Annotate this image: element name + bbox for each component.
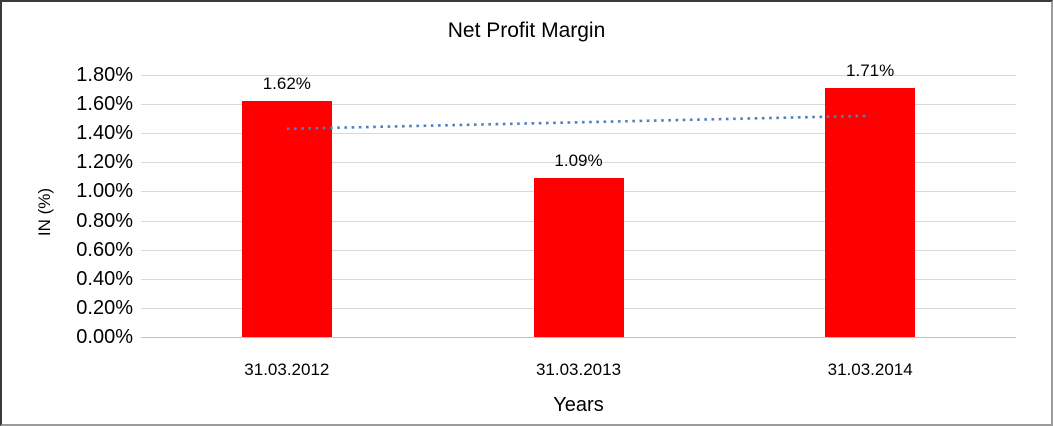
gridline xyxy=(141,162,1016,164)
y-tick-label: 1.40% xyxy=(76,122,133,145)
bar-1 xyxy=(533,178,624,337)
bar-value-label: 1.62% xyxy=(262,74,311,94)
bar-2 xyxy=(825,88,916,337)
gridline xyxy=(141,75,1016,76)
gridline xyxy=(141,133,1016,135)
y-tick-label: 1.00% xyxy=(76,180,133,203)
y-tick-label: 0.20% xyxy=(76,296,133,319)
bar-value-label: 1.71% xyxy=(846,61,895,81)
y-tick-label: 1.80% xyxy=(76,64,133,86)
bar-0 xyxy=(241,101,332,337)
x-axis-line xyxy=(141,337,1016,338)
gridline xyxy=(141,104,1016,106)
bar-value-label: 1.09% xyxy=(554,151,603,171)
y-tick-label: 0.00% xyxy=(76,326,133,348)
plot-area xyxy=(141,75,1016,338)
y-tick-label: 1.20% xyxy=(76,151,133,174)
y-tick-label: 0.80% xyxy=(76,209,133,232)
x-tick-label: 31.03.2014 xyxy=(827,360,913,379)
y-tick-label: 0.60% xyxy=(76,238,133,261)
x-tick-label: 31.03.2012 xyxy=(244,360,330,379)
y-tick-label: 1.60% xyxy=(76,93,133,116)
x-tick-label: 31.03.2013 xyxy=(535,360,622,379)
y-tick-label: 0.40% xyxy=(76,267,133,290)
trendline xyxy=(286,114,871,131)
trendline-layer xyxy=(286,114,871,131)
chart-title: Net Profit Margin xyxy=(447,19,606,42)
x-axis-title: Years xyxy=(553,394,604,416)
